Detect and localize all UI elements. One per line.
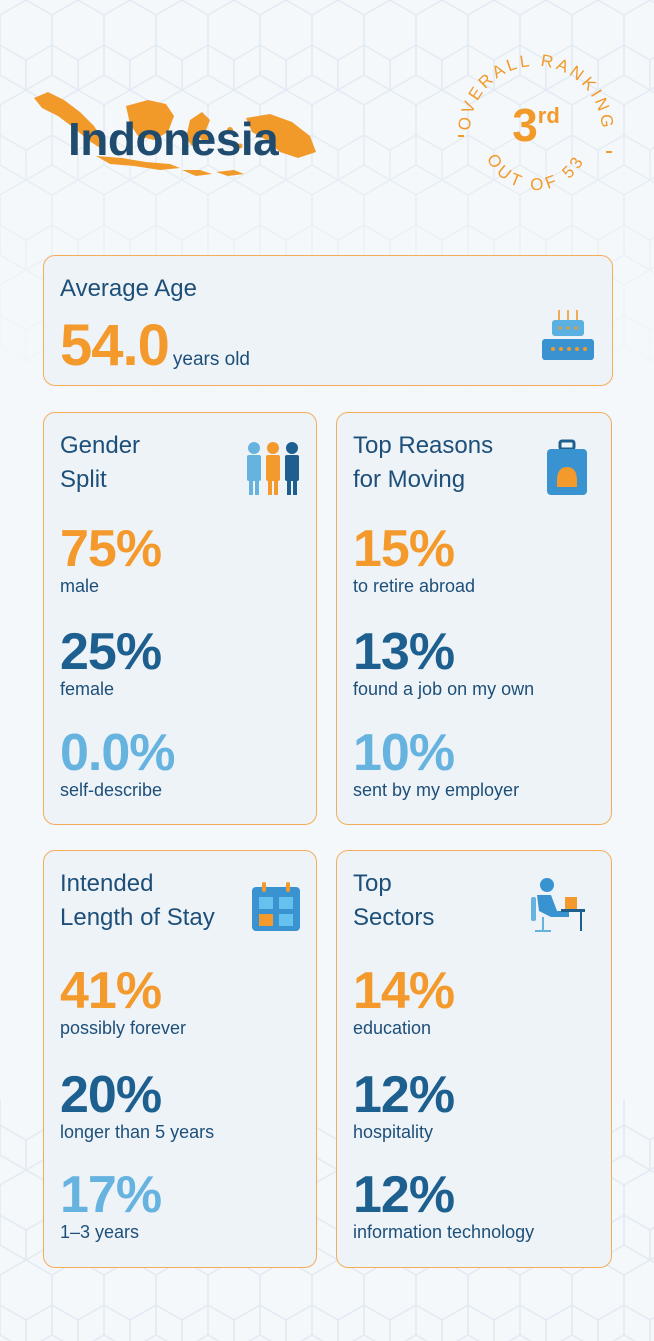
gender-split-title: Gender Split xyxy=(60,432,141,493)
gender-stat-self-describe: 0.0% self-describe xyxy=(60,724,176,800)
sector-stat-education: 14% education xyxy=(353,962,455,1038)
gender-stat-male: 75% male xyxy=(60,520,162,596)
gender-stat-female: 25% female xyxy=(60,623,162,699)
average-age-value: 54.0 xyxy=(60,313,170,378)
length-of-stay-title: Intended Length of Stay xyxy=(60,870,215,931)
ranking-total: OUT OF 53 xyxy=(483,150,585,194)
birthday-cake-icon xyxy=(542,310,594,360)
reason-stat-retire: 15% to retire abroad xyxy=(353,520,476,596)
top-reasons-title: Top Reasons for Moving xyxy=(353,432,494,493)
svg-text:OUT OF 53: OUT OF 53 xyxy=(483,150,589,194)
average-age-unit: years old xyxy=(172,349,250,370)
reason-stat-employer: 10% sent by my employer xyxy=(353,724,520,800)
people-icon xyxy=(247,442,299,495)
top-reasons-card: Top Reasons for Moving 15% to retire abroa… xyxy=(336,412,612,825)
calendar-icon xyxy=(252,882,300,931)
average-age-title: Average Age xyxy=(60,275,198,302)
sector-stat-it: 12% information technology xyxy=(353,1166,535,1242)
ranking-badge: OVERALL RANKING OUT OF 53 3rd xyxy=(448,44,624,220)
stay-stat-1-3-years: 17% 1–3 years xyxy=(60,1166,162,1242)
ranking-ring: OVERALL RANKING OUT OF 53 xyxy=(455,51,615,194)
indonesia-map-icon xyxy=(34,92,316,176)
length-of-stay-card: Intended Length of Stay 41% possibly forev… xyxy=(43,850,317,1268)
ranking-suffix: rd xyxy=(537,103,560,128)
stay-stat-5-years: 20% longer than 5 years xyxy=(60,1066,215,1142)
ranking-value: 3rd xyxy=(512,99,560,151)
hero-header: Indonesia OVERALL RANKING OUT OF 53 3rd xyxy=(0,0,654,240)
suitcase-icon xyxy=(547,439,587,495)
average-age-row: 54.0 years old xyxy=(60,312,250,379)
reason-stat-job: 13% found a job on my own xyxy=(353,623,535,699)
average-age-card: Average Age 54.0 years old xyxy=(43,255,613,386)
country-title: Indonesia xyxy=(68,113,279,165)
top-sectors-title: Top Sectors xyxy=(353,870,435,931)
gender-split-card: Gender Split 75% male 25% female 0.0% self-d… xyxy=(43,412,317,825)
stay-stat-forever: 41% possibly forever xyxy=(60,962,187,1038)
person-at-desk-icon xyxy=(531,878,585,932)
top-sectors-card: Top Sectors 14% education 12% hospitality 1… xyxy=(336,850,612,1268)
sector-stat-hospitality: 12% hospitality xyxy=(353,1066,455,1142)
